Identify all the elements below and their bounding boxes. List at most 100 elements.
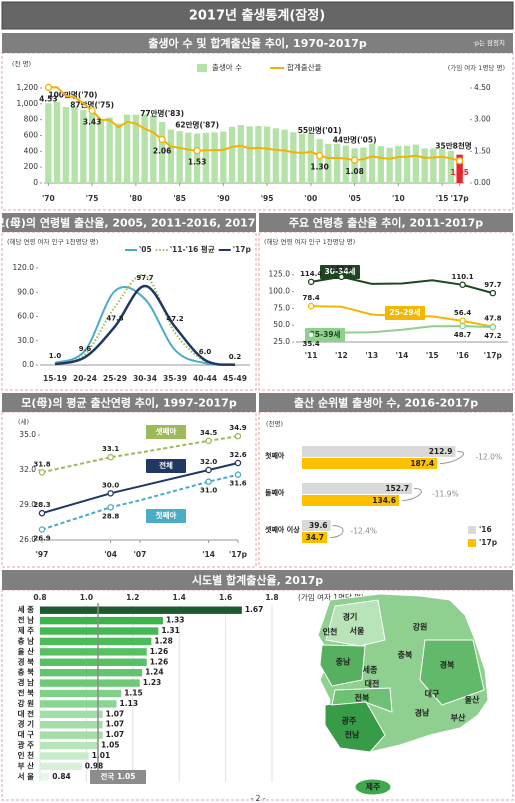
- bar: [40, 741, 98, 750]
- bar-annotation: 35만8천명: [435, 141, 471, 151]
- bar: [40, 658, 147, 666]
- line-marker: [489, 323, 497, 331]
- map-region: [419, 639, 485, 706]
- bar-value-label: 212.9: [429, 447, 453, 456]
- x-tick-label: '17p: [229, 550, 248, 559]
- category-label: 첫째아: [265, 451, 285, 460]
- section-title-bar: [2, 393, 256, 412]
- bar: [430, 148, 437, 183]
- category-label: 울 산: [18, 646, 35, 656]
- bar: [132, 114, 140, 183]
- page-number: - 2 -: [251, 794, 266, 803]
- bar: [88, 113, 96, 183]
- line: [54, 286, 236, 366]
- x-tick-label: '16: [456, 351, 469, 360]
- bar: [97, 119, 105, 183]
- bar: [307, 132, 315, 183]
- section-title-bar: [259, 393, 513, 412]
- line-value-label: 1.08: [345, 167, 364, 176]
- line-value-label: 4.53: [39, 94, 58, 103]
- bar: [290, 132, 297, 183]
- x-tick-label: '05: [348, 194, 361, 203]
- category-label: 서 울: [18, 771, 35, 781]
- legend-label: '05: [139, 245, 152, 254]
- category-label: 대 전: [18, 708, 35, 718]
- line: [41, 435, 239, 474]
- series-label-box: [305, 328, 345, 342]
- bar: [421, 148, 428, 183]
- bar: [298, 133, 306, 183]
- bar: [302, 483, 413, 494]
- bar: [40, 648, 147, 656]
- y-tick-label: 26.0: [19, 535, 36, 544]
- y-tick-label: 29.0: [19, 500, 36, 509]
- x-tick-label: '75: [86, 194, 99, 203]
- x-tick-label: 15-19: [43, 374, 67, 383]
- bar: [302, 532, 328, 543]
- line-marker: [88, 106, 96, 115]
- line-marker: [205, 478, 212, 485]
- x-tick-label: '00: [305, 194, 318, 203]
- section-title-bar: [259, 213, 513, 232]
- map-jeju: [354, 778, 392, 796]
- bar: [150, 115, 157, 183]
- category-label: 셋째아 이상: [265, 525, 300, 534]
- bar-annotation: 87만명('75): [70, 100, 114, 110]
- bar: [228, 126, 236, 183]
- y-tick-label: 50.0: [273, 320, 290, 329]
- line-value-label: 26.9: [33, 535, 50, 543]
- bar: [456, 154, 463, 183]
- line-value-label: 47.2: [166, 315, 183, 323]
- category-label: 경 남: [18, 677, 35, 687]
- bar-annotation: 55만명('01): [298, 125, 342, 135]
- x-tick-label: 30-34: [133, 374, 157, 383]
- bar: [202, 132, 210, 183]
- map-region-label: 충남: [336, 657, 351, 667]
- line-value-label: 0.2: [229, 353, 242, 361]
- line-marker: [315, 151, 324, 160]
- x-tick-label: '10: [392, 194, 405, 203]
- map-region-label: 부산: [451, 713, 466, 723]
- panel: [1, 231, 257, 391]
- category-label: 전 북: [18, 688, 35, 698]
- bar: [333, 143, 341, 183]
- line-marker: [459, 317, 466, 325]
- y2-axis-unit: (가임 여자 1명당 명): [448, 63, 505, 72]
- bar: [395, 145, 402, 183]
- series-label: 30-34세: [325, 266, 356, 276]
- bar: [40, 689, 122, 698]
- bar-value-label: 152.7: [385, 484, 409, 493]
- x-tick-label: 45-49: [223, 374, 247, 383]
- line-value-label: 33.1: [102, 445, 119, 453]
- bar-value-label: 34.7: [305, 533, 324, 542]
- bar-value-label: 1.33: [166, 616, 185, 625]
- section-title-bar: [2, 213, 256, 232]
- reference-label-box: [90, 770, 146, 784]
- line: [54, 284, 236, 367]
- line-marker: [338, 273, 345, 281]
- bar: [115, 123, 122, 183]
- map-region-label: 전북: [355, 693, 370, 703]
- bar: [71, 106, 78, 183]
- y-tick-label: 60.0: [17, 312, 34, 321]
- line-value-label: 30.0: [102, 481, 119, 489]
- category-label: 인 천: [18, 750, 35, 760]
- series-label-box: [320, 265, 360, 279]
- bar: [176, 131, 183, 183]
- x-tick-label: 1.0: [80, 593, 93, 602]
- bar-value-label: 1.07: [106, 730, 125, 739]
- bar: [40, 616, 163, 625]
- y-tick-label: 25.0: [273, 337, 290, 346]
- y-tick-label: 0.0: [22, 360, 34, 369]
- x-tick-label: '04: [104, 550, 117, 559]
- line-marker: [234, 432, 242, 440]
- bar: [40, 710, 103, 719]
- x-tick-label: '12: [335, 351, 348, 360]
- x-tick-label: 1.6: [219, 593, 232, 602]
- category-label: 제 주: [18, 625, 35, 635]
- x-tick-label: 25-29: [103, 374, 127, 383]
- line-value-label: 97.7: [136, 274, 153, 282]
- bar: [141, 114, 148, 183]
- bar: [412, 144, 420, 183]
- x-tick-label: '85: [173, 194, 186, 203]
